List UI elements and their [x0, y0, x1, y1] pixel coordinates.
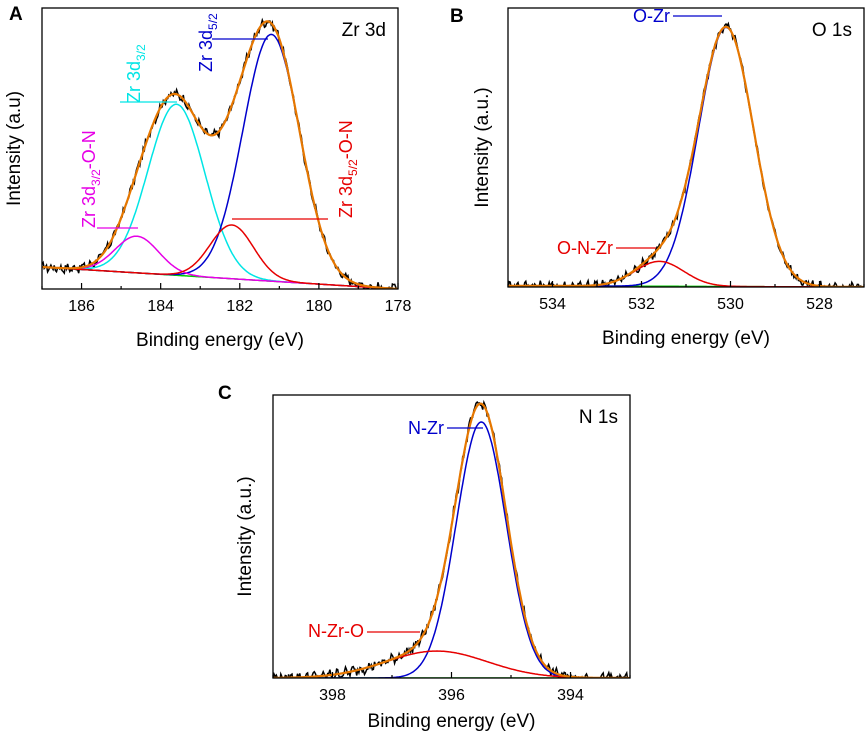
panel-title: O 1s: [812, 20, 852, 41]
x-tick-label: 180: [306, 298, 333, 315]
y-axis-label: Intensity (a.u.): [235, 476, 256, 596]
peak-annotation: N-Zr-O: [308, 621, 420, 641]
series-raw: [273, 399, 629, 678]
annotation-label: O-Zr: [633, 6, 670, 26]
x-axis-label: Binding energy (eV): [368, 711, 536, 731]
plot-area: [42, 17, 398, 289]
x-tick-label: 178: [385, 298, 412, 315]
series-envelope: [508, 25, 864, 287]
x-axis-label: Binding energy (eV): [602, 328, 770, 349]
chart-panel-b: 534 532 530 528 Binding energy (eV) Intensity…: [450, 6, 865, 349]
annotation-label: Zr 3d3/2: [124, 44, 148, 103]
peak-annotation: O-N-Zr: [557, 238, 656, 258]
x-tick-label: 184: [147, 298, 174, 315]
panel-title: Zr 3d: [342, 20, 386, 41]
series-o-n-zr: [508, 260, 864, 287]
peak-annotation: Zr 3d3/2: [120, 44, 177, 103]
x-axis-label: Binding energy (eV): [136, 330, 304, 351]
x-tick-label: 186: [68, 298, 95, 315]
annotation-label: N-Zr: [408, 418, 444, 438]
y-axis-label: Intensity (a.u.): [472, 87, 493, 207]
chart-panel-c: 398 396 394 Binding energy (eV) Intensity (a…: [218, 383, 631, 731]
peak-annotation: Zr 3d5/2: [196, 13, 268, 72]
x-tick-label: 396: [438, 687, 465, 704]
annotation-label: O-N-Zr: [557, 238, 613, 258]
plot-frame: [41, 7, 399, 290]
y-axis-label: Intensity (a.u): [4, 91, 25, 206]
x-tick-label: 532: [628, 296, 655, 313]
peak-annotation: N-Zr: [408, 418, 483, 438]
annotation-label: N-Zr-O: [308, 621, 364, 641]
annotation-label: Zr 3d3/2-O-N: [79, 130, 103, 228]
chart-panel-a: 186 184 182 180 178 Binding energy (eV) Intens…: [4, 4, 411, 351]
annotation-label: Zr 3d5/2: [196, 13, 220, 72]
panel-letter: C: [218, 383, 232, 404]
panel-letter: A: [9, 4, 23, 25]
peak-annotation: Zr 3d3/2-O-N: [79, 130, 138, 229]
peak-annotation: Zr 3d5/2-O-N: [232, 120, 360, 220]
panel-title: N 1s: [579, 407, 618, 428]
x-tick-label: 398: [319, 687, 346, 704]
x-tick-label: 182: [226, 298, 253, 315]
x-tick-label: 530: [717, 296, 744, 313]
x-tick-label: 534: [539, 296, 566, 313]
series-envelope: [42, 20, 398, 289]
x-tick-label: 394: [557, 687, 584, 704]
annotation-label: Zr 3d5/2-O-N: [336, 120, 360, 218]
series-zr-3d5-2-o-n: [42, 224, 398, 289]
peak-annotation: O-Zr: [633, 6, 722, 26]
x-tick-label: 528: [806, 296, 833, 313]
plot-area: [273, 399, 630, 678]
panel-letter: B: [450, 6, 464, 27]
